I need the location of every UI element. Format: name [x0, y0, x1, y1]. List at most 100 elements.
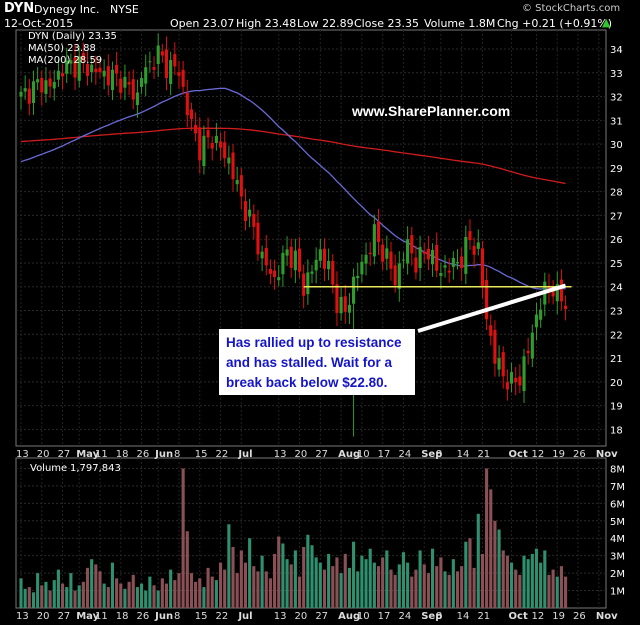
candle-body: [339, 296, 343, 314]
volume-bar: [306, 534, 310, 608]
candle-body: [214, 135, 218, 144]
candle-body: [173, 54, 177, 67]
legend-price: DYN (Daily) 23.35: [28, 31, 117, 42]
candle-body: [356, 275, 360, 279]
candle-body: [273, 270, 277, 278]
price-tick-label: 24: [610, 283, 623, 294]
candle-body: [210, 142, 214, 149]
price-tick-label: 30: [610, 140, 623, 151]
company-name: Dynegy Inc.: [34, 3, 100, 16]
x-tick-label: 20: [295, 449, 308, 460]
candle-body: [476, 242, 480, 249]
candle-body: [177, 72, 181, 76]
x-tick-label: 19: [552, 449, 565, 460]
volume-bar: [339, 573, 343, 608]
high-value: High 23.48: [236, 17, 297, 30]
volume-bar: [94, 564, 98, 608]
candle-body: [451, 257, 455, 267]
candle-body: [127, 82, 131, 85]
volume-bar: [156, 590, 160, 608]
x-tick-label: 19: [552, 611, 565, 622]
volume-bar: [127, 581, 131, 608]
candle-body: [148, 61, 152, 63]
candle-body: [539, 309, 543, 320]
open-value: Open 23.07: [170, 17, 235, 30]
volume-bar: [85, 567, 90, 608]
x-tick-label: 27: [315, 611, 328, 622]
volume-bar: [518, 574, 522, 608]
candle-body: [414, 257, 418, 273]
volume-bar: [152, 585, 156, 608]
volume-bar: [285, 559, 289, 608]
x-tick-label: Jun: [154, 611, 173, 622]
volume-tick-label: 6M: [610, 499, 625, 510]
close-value: Close 23.35: [354, 17, 419, 30]
candle-body: [73, 57, 77, 78]
candle-body: [514, 377, 518, 383]
volume-bar: [198, 578, 202, 608]
candle-body: [61, 73, 65, 77]
candle-body: [518, 376, 522, 386]
candle-body: [551, 286, 555, 297]
volume-bar: [160, 578, 164, 608]
candle-body: [139, 77, 144, 87]
volume-bar: [131, 574, 135, 608]
volume-value: Volume 1.8M: [424, 17, 496, 30]
volume-bar: [314, 557, 318, 608]
candle-body: [206, 130, 210, 138]
candle-body: [135, 92, 139, 106]
volume-bar: [135, 587, 139, 608]
candle-body: [534, 314, 539, 328]
candle-body: [31, 81, 36, 103]
candle-body: [156, 45, 160, 64]
volume-bar: [227, 524, 231, 608]
candle-body: [110, 69, 115, 91]
price-tick-label: 23: [610, 307, 623, 318]
price-tick-label: 29: [610, 164, 623, 175]
volume-bar: [547, 574, 551, 608]
candle-body: [23, 88, 27, 92]
candle-body: [94, 68, 98, 73]
candle-body: [522, 356, 526, 392]
volume-bar: [40, 585, 44, 608]
x-tick-label: 17: [378, 611, 391, 622]
candle-body: [464, 236, 468, 274]
volume-bar: [410, 576, 414, 608]
volume-bar: [173, 580, 177, 608]
candle-body: [302, 273, 306, 296]
x-tick-label: 15: [195, 449, 208, 460]
volume-bar: [69, 573, 73, 608]
watermark-text: www.SharePlanner.com: [352, 103, 511, 119]
volume-bar: [185, 531, 189, 608]
candle-body: [447, 270, 451, 273]
candle-body: [252, 214, 256, 227]
volume-bar: [202, 587, 206, 608]
volume-bar: [393, 574, 397, 608]
stockcharts-brand: © StockCharts.com: [522, 3, 621, 14]
candle-body: [164, 49, 169, 79]
volume-tick-label: 1M: [610, 587, 625, 598]
volume-bar: [501, 550, 505, 608]
candle-body: [277, 277, 281, 281]
volume-bar: [277, 536, 281, 608]
exchange: NYSE: [110, 3, 139, 16]
candle-body: [376, 221, 381, 242]
volume-bar: [181, 468, 185, 608]
x-tick-label: Aug: [338, 449, 360, 460]
x-tick-label: 10: [357, 449, 370, 460]
volume-bar: [106, 587, 110, 608]
volume-bar: [239, 550, 243, 608]
x-tick-label: 27: [58, 611, 71, 622]
price-tick-label: 26: [610, 235, 623, 246]
price-tick-label: 19: [610, 402, 623, 413]
volume-bar: [435, 566, 439, 608]
volume-bar: [539, 562, 543, 608]
candle-body: [364, 254, 368, 264]
x-tick-label: 20: [295, 611, 308, 622]
price-tick-label: 28: [610, 188, 623, 199]
x-tick-label: 26: [137, 611, 150, 622]
volume-bar: [555, 576, 559, 608]
candle-body: [181, 69, 185, 87]
volume-bar: [289, 564, 293, 608]
x-tick-label: 18: [116, 449, 129, 460]
